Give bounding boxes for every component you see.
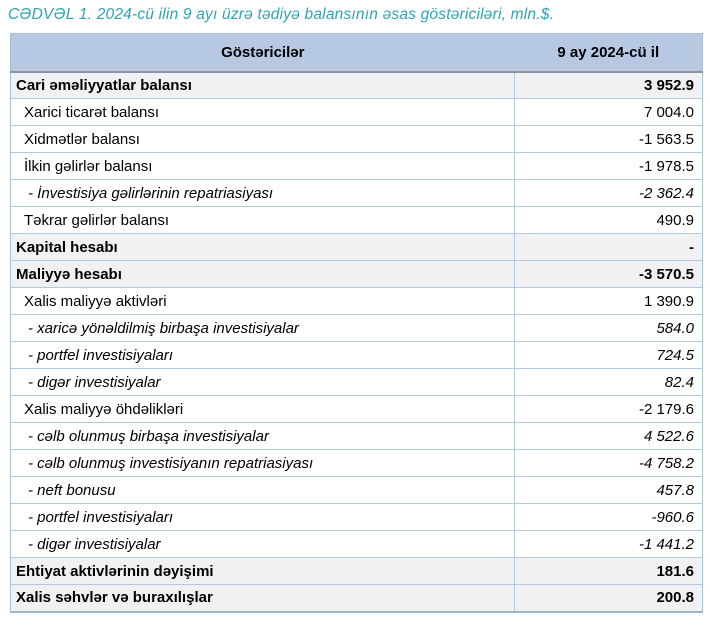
row-label: - İnvestisiya gəlirlərinin repatriasiyas…	[10, 179, 515, 207]
balance-of-payments-table: Göstəricilər 9 ay 2024-cü il Cari əməliy…	[10, 33, 703, 613]
table-row: Xalis səhvlər və buraxılışlar 200.8	[10, 584, 703, 612]
row-value: 181.6	[514, 557, 703, 585]
row-label: Xalis maliyyə aktivləri	[10, 287, 515, 315]
row-label: - cəlb olunmuş investisiyanın repatriasi…	[10, 449, 515, 477]
table-row: Xidmətlər balansı -1 563.5	[10, 125, 703, 153]
table-row: Ehtiyat aktivlərinin dəyişimi 181.6	[10, 557, 703, 585]
table-row: Maliyyə hesabı -3 570.5	[10, 260, 703, 288]
table-row: - İnvestisiya gəlirlərinin repatriasiyas…	[10, 179, 703, 207]
row-value: 4 522.6	[514, 422, 703, 450]
row-label: - neft bonusu	[10, 476, 515, 504]
row-label: Xalis maliyyə öhdəlikləri	[10, 395, 515, 423]
table-row: Xalis maliyyə aktivləri 1 390.9	[10, 287, 703, 315]
table-row: - digər investisiyalar -1 441.2	[10, 530, 703, 558]
table-row: Xarici ticarət balansı 7 004.0	[10, 98, 703, 126]
header-row: Göstəricilər 9 ay 2024-cü il	[10, 33, 703, 73]
table-row: - cəlb olunmuş investisiyanın repatriasi…	[10, 449, 703, 477]
row-value: 490.9	[514, 206, 703, 234]
row-value: -2 179.6	[514, 395, 703, 423]
row-label: Xalis səhvlər və buraxılışlar	[10, 584, 515, 612]
row-label: İlkin gəlirlər balansı	[10, 152, 515, 180]
row-value: 724.5	[514, 341, 703, 369]
row-value: 7 004.0	[514, 98, 703, 126]
table-row: İlkin gəlirlər balansı -1 978.5	[10, 152, 703, 180]
row-label: - cəlb olunmuş birbaşa investisiyalar	[10, 422, 515, 450]
row-label: Ehtiyat aktivlərinin dəyişimi	[10, 557, 515, 585]
table-row: - digər investisiyalar 82.4	[10, 368, 703, 396]
row-value: -960.6	[514, 503, 703, 531]
row-label: Cari əməliyyatlar balansı	[10, 71, 515, 99]
table-row: Xalis maliyyə öhdəlikləri -2 179.6	[10, 395, 703, 423]
row-label: - xaricə yönəldilmiş birbaşa investisiya…	[10, 314, 515, 342]
table-row: - xaricə yönəldilmiş birbaşa investisiya…	[10, 314, 703, 342]
table-row: Cari əməliyyatlar balansı 3 952.9	[10, 71, 703, 99]
row-value: 3 952.9	[514, 71, 703, 99]
table-row: - portfel investisiyaları 724.5	[10, 341, 703, 369]
table-row: - neft bonusu 457.8	[10, 476, 703, 504]
table-row: - portfel investisiyaları -960.6	[10, 503, 703, 531]
row-value: -1 441.2	[514, 530, 703, 558]
row-label: - portfel investisiyaları	[10, 341, 515, 369]
row-value: 584.0	[514, 314, 703, 342]
row-value: -4 758.2	[514, 449, 703, 477]
table-row: Kapital hesabı -	[10, 233, 703, 261]
table-caption: CƏDVƏL 1. 2024-cü ilin 9 ayı üzrə tədiyə…	[8, 6, 555, 23]
row-value: -1 978.5	[514, 152, 703, 180]
table-header: Göstəricilər 9 ay 2024-cü il	[10, 33, 703, 73]
row-value: 82.4	[514, 368, 703, 396]
row-value: 1 390.9	[514, 287, 703, 315]
header-period: 9 ay 2024-cü il	[514, 33, 703, 73]
header-indicators: Göstəricilər	[10, 33, 515, 73]
row-value: -1 563.5	[514, 125, 703, 153]
row-label: Kapital hesabı	[10, 233, 515, 261]
row-label: Təkrar gəlirlər balansı	[10, 206, 515, 234]
row-label: - digər investisiyalar	[10, 368, 515, 396]
row-label: Maliyyə hesabı	[10, 260, 515, 288]
row-value: 200.8	[514, 584, 703, 612]
row-label: Xidmətlər balansı	[10, 125, 515, 153]
table-row: Təkrar gəlirlər balansı 490.9	[10, 206, 703, 234]
table-body: Cari əməliyyatlar balansı 3 952.9 Xarici t…	[10, 71, 703, 612]
row-label: - digər investisiyalar	[10, 530, 515, 558]
row-value: 457.8	[514, 476, 703, 504]
row-value: -	[514, 233, 703, 261]
table-row: - cəlb olunmuş birbaşa investisiyalar 4 5…	[10, 422, 703, 450]
row-label: Xarici ticarət balansı	[10, 98, 515, 126]
row-label: - portfel investisiyaları	[10, 503, 515, 531]
row-value: -3 570.5	[514, 260, 703, 288]
row-value: -2 362.4	[514, 179, 703, 207]
